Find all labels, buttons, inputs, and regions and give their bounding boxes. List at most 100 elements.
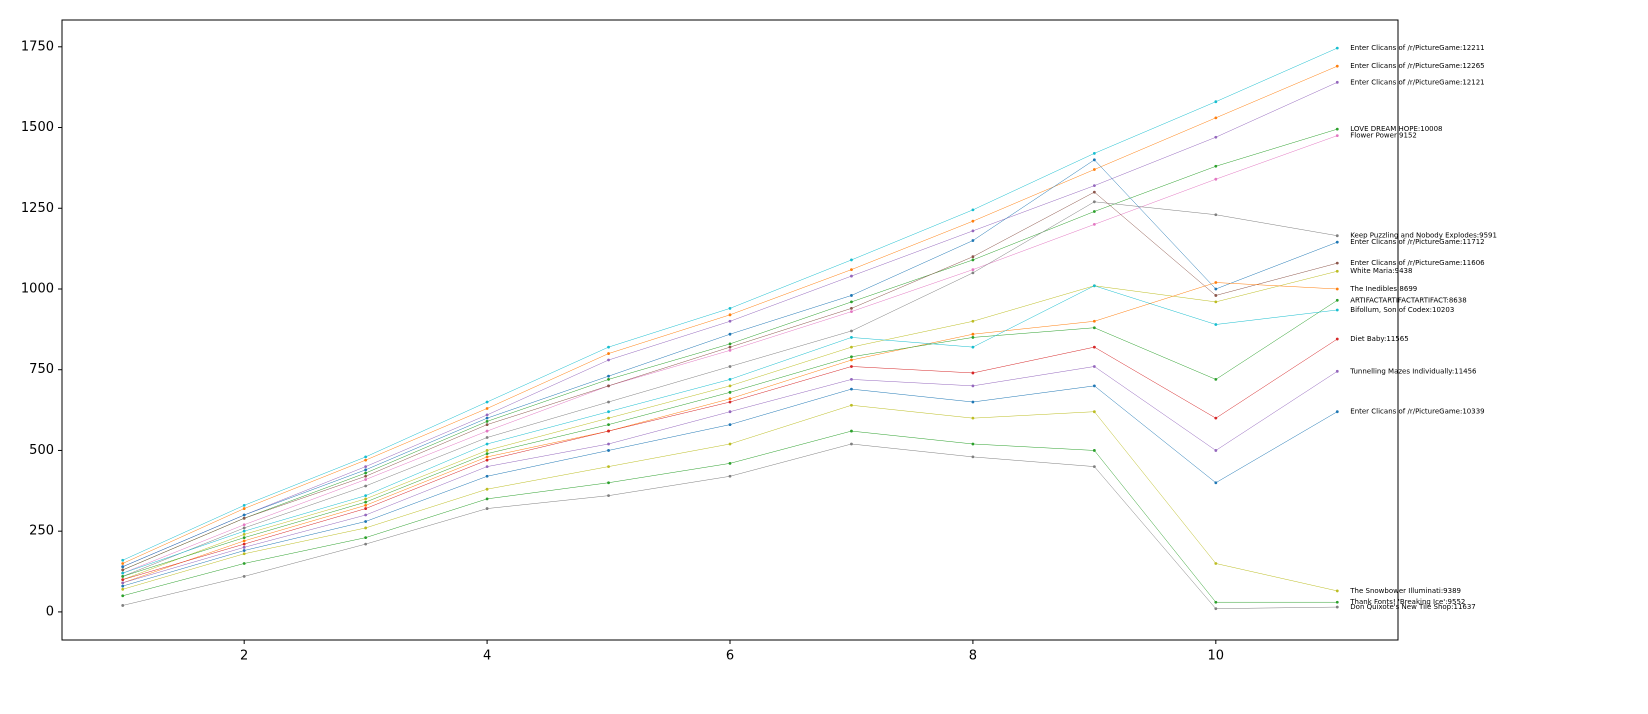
y-tick-label: 1500 [21, 120, 54, 135]
point [728, 390, 732, 394]
y-tick-label: 1000 [21, 281, 54, 296]
point [850, 345, 853, 349]
point [1335, 410, 1339, 414]
point [850, 442, 853, 446]
point [607, 449, 610, 452]
point [850, 329, 853, 333]
point [1214, 378, 1218, 381]
point [1092, 168, 1096, 171]
point [728, 332, 732, 336]
point [850, 429, 853, 433]
point [364, 465, 368, 468]
point [1335, 234, 1339, 238]
point [1214, 135, 1218, 139]
series-line [122, 201, 1338, 577]
point [364, 513, 368, 517]
point [485, 413, 489, 417]
point [485, 455, 489, 459]
point [242, 533, 246, 536]
point [1335, 240, 1339, 244]
point [364, 458, 368, 462]
y-tick-label: 250 [29, 524, 54, 539]
point [1092, 210, 1096, 213]
point [242, 503, 246, 507]
point [485, 429, 489, 433]
point [728, 397, 732, 401]
point [1214, 100, 1218, 104]
point [485, 436, 489, 439]
point [1335, 64, 1339, 68]
end-label: Enter Clicans of /r/PictureGame:12211 [1350, 44, 1484, 52]
point [1214, 481, 1218, 485]
point [850, 403, 853, 407]
point [242, 539, 246, 543]
point [1214, 607, 1218, 611]
point [121, 581, 125, 585]
point [1335, 46, 1339, 50]
y-tick-label: 1750 [21, 39, 54, 54]
point [485, 400, 489, 404]
end-label: White Maria:9438 [1350, 267, 1412, 275]
point [607, 410, 610, 414]
point [607, 481, 610, 485]
point [1092, 158, 1096, 162]
point [850, 300, 853, 304]
point [1092, 200, 1096, 204]
point [728, 410, 732, 414]
point [971, 336, 975, 339]
end-label: Enter Clicans of /r/PictureGame:12121 [1350, 78, 1484, 86]
point [607, 429, 610, 433]
point [850, 258, 853, 262]
point [728, 423, 732, 427]
point [850, 268, 853, 272]
point [485, 419, 489, 423]
point [607, 384, 610, 388]
point [364, 536, 368, 540]
point [971, 455, 975, 459]
point [485, 449, 489, 452]
end-label: ARTIFACTARTIFACTARTIFACT:8638 [1350, 296, 1466, 304]
point [1092, 365, 1096, 368]
point [971, 384, 975, 388]
point [850, 358, 853, 362]
point [1335, 600, 1339, 604]
point [364, 526, 368, 530]
point [971, 219, 975, 223]
point [485, 497, 489, 501]
point [1092, 326, 1096, 330]
point [971, 319, 975, 323]
end-label: The Inedibles:8699 [1349, 285, 1417, 293]
end-label: Enter Clicans of /r/PictureGame:12265 [1350, 62, 1484, 70]
point [728, 378, 732, 381]
point [364, 471, 368, 475]
point [1092, 465, 1096, 468]
point [485, 507, 489, 510]
point [850, 306, 853, 310]
point [850, 355, 853, 359]
point [121, 562, 125, 565]
point [1214, 164, 1218, 168]
point [242, 552, 246, 556]
point [1214, 416, 1218, 420]
point [242, 542, 246, 546]
point [121, 568, 125, 572]
series-line [122, 385, 1338, 587]
point [1092, 449, 1096, 452]
point [607, 352, 610, 355]
point [242, 574, 246, 578]
point [485, 452, 489, 456]
point [242, 549, 246, 552]
point [607, 345, 610, 349]
point [607, 465, 610, 468]
y-tick-label: 0 [46, 604, 54, 619]
end-label: The Snowbower Illuminati:9389 [1349, 587, 1461, 595]
point [1214, 116, 1218, 120]
point [364, 468, 368, 472]
point [850, 310, 853, 313]
end-label: Flower Power:9152 [1350, 132, 1417, 140]
point [1214, 287, 1218, 291]
point [971, 400, 975, 404]
point [971, 442, 975, 446]
point [242, 507, 246, 510]
point [485, 458, 489, 462]
